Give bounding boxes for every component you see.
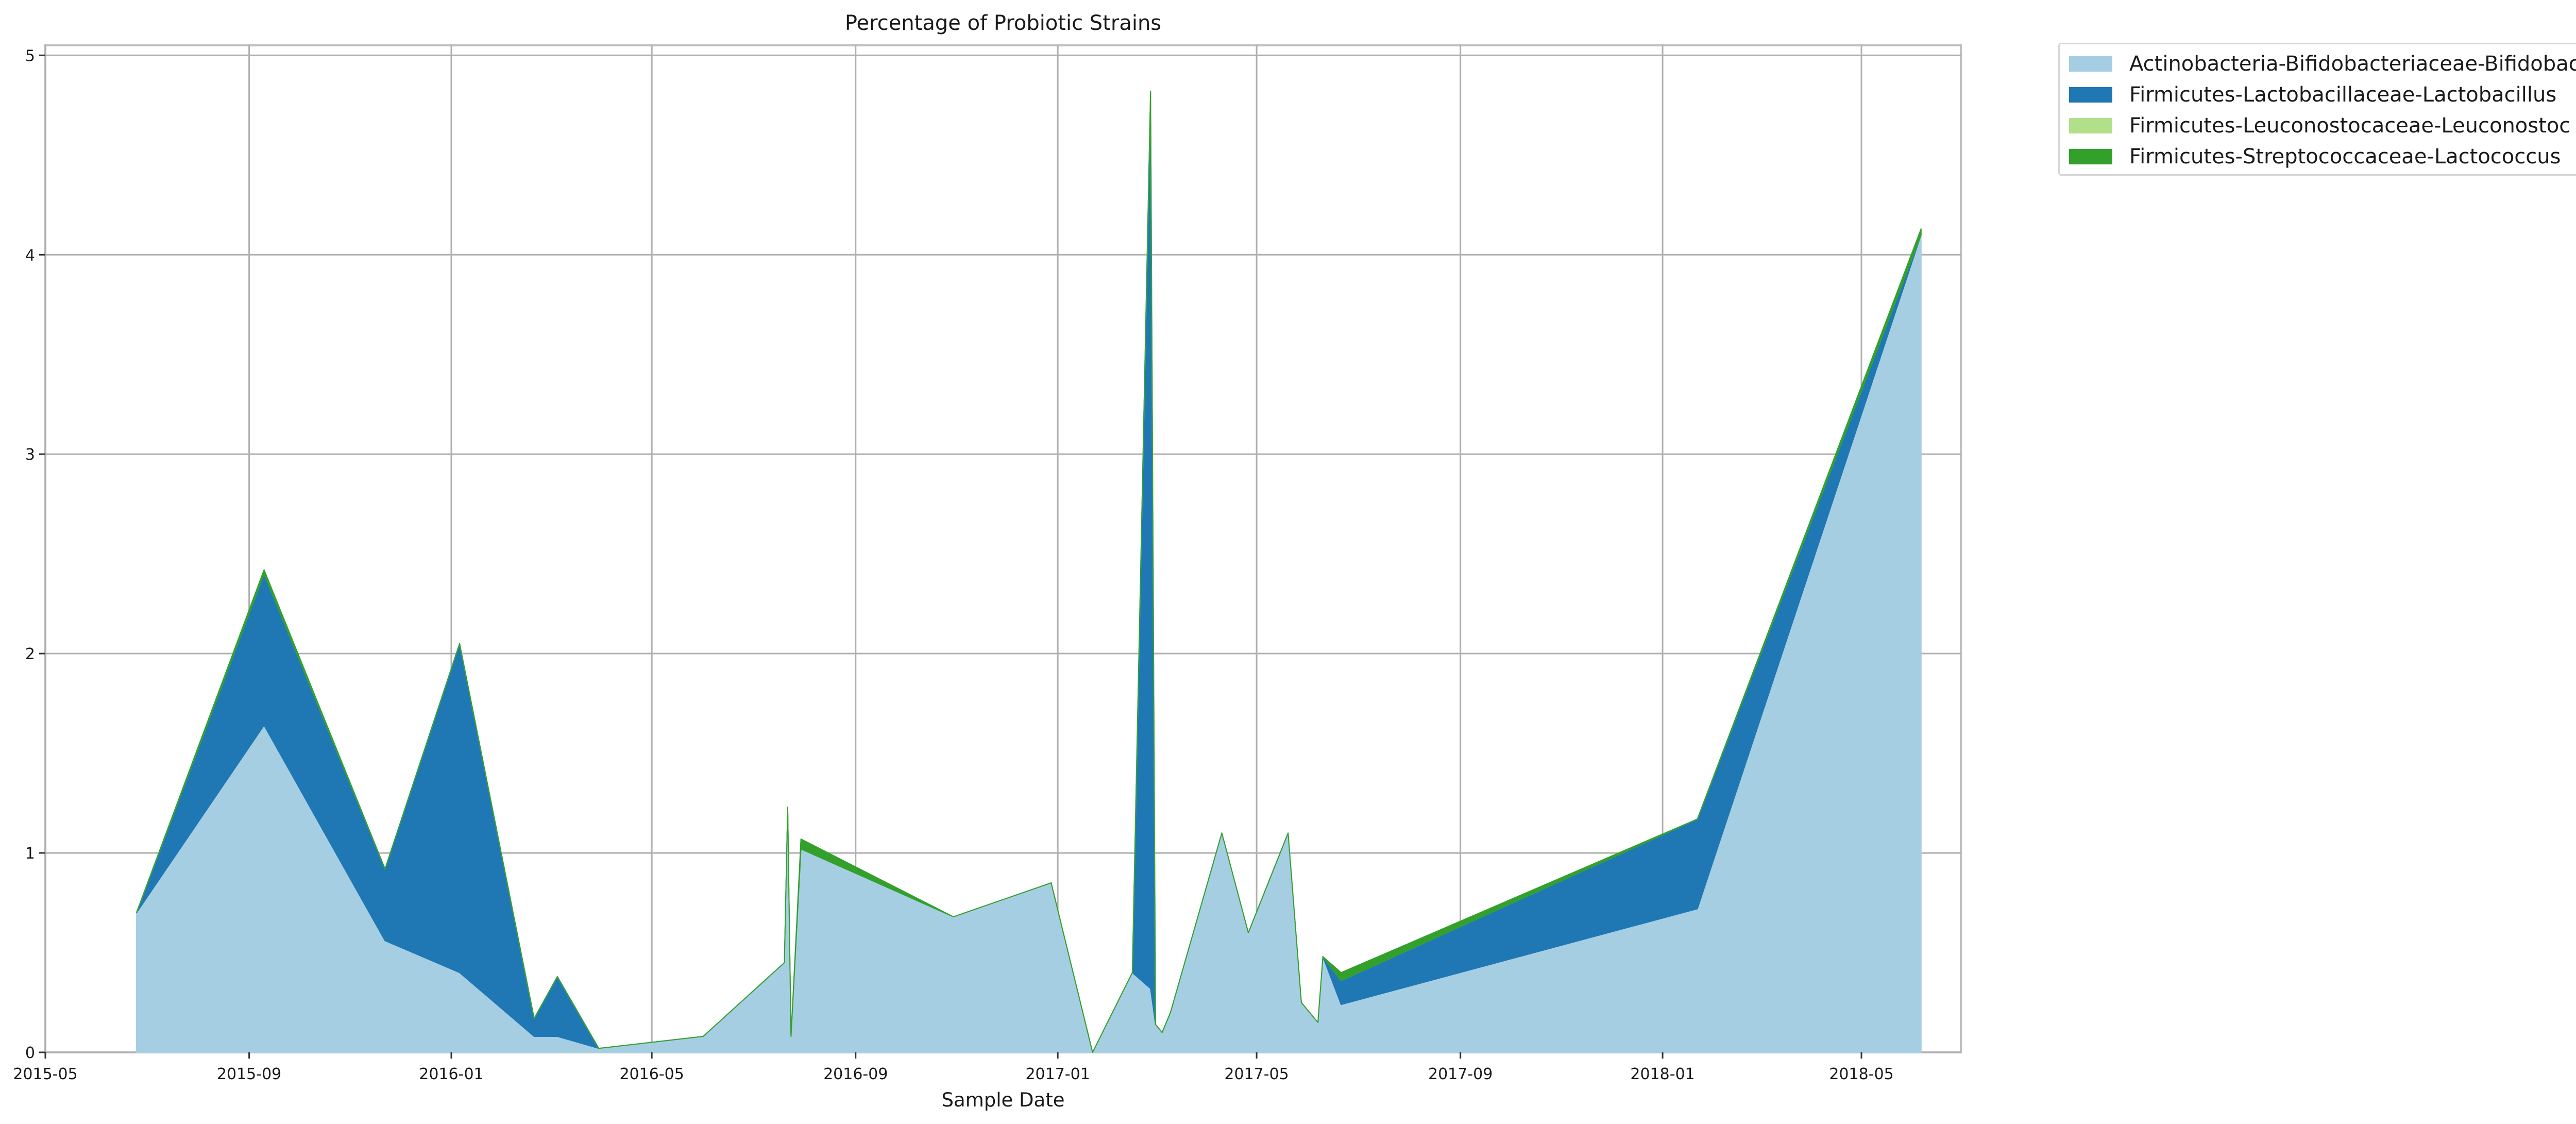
x-tick-label: 2016-05 <box>619 1065 684 1083</box>
y-tick-label: 2 <box>25 645 35 663</box>
legend-label: Firmicutes-Lactobacillaceae-Lactobacillu… <box>2129 83 2557 107</box>
y-tick-label: 1 <box>25 845 35 863</box>
legend-swatch <box>2069 87 2112 103</box>
legend-item: Firmicutes-Leuconostocaceae-Leuconostoc <box>2069 110 2570 141</box>
legend-item: Actinobacteria-Bifidobacteriaceae-Bifido… <box>2069 48 2576 79</box>
y-tick-label: 5 <box>25 47 35 65</box>
legend-swatch <box>2069 118 2112 133</box>
x-tick-label: 2015-09 <box>217 1065 281 1083</box>
x-tick-label: 2015-05 <box>13 1065 77 1083</box>
stacked-areas <box>135 90 1922 1053</box>
area-series-4 <box>135 90 1922 1053</box>
x-axis-label: Sample Date <box>942 1089 1065 1111</box>
legend-label: Actinobacteria-Bifidobacteriaceae-Bifido… <box>2129 52 2576 76</box>
legend: Actinobacteria-Bifidobacteriaceae-Bifido… <box>2058 43 2576 176</box>
y-tick-label: 0 <box>25 1044 35 1062</box>
axis-ticks: 2015-05 2015-09 2016-01 2016-05 2016-09 2017-… <box>13 47 1893 1083</box>
legend-swatch <box>2069 149 2112 164</box>
x-tick-label: 2018-05 <box>1829 1065 1893 1083</box>
x-tick-label: 2017-01 <box>1025 1065 1090 1083</box>
x-tick-label: 2016-09 <box>823 1065 888 1083</box>
x-tick-label: 2017-05 <box>1224 1065 1289 1083</box>
legend-swatch <box>2069 56 2112 72</box>
legend-label: Firmicutes-Leuconostocaceae-Leuconostoc <box>2129 114 2571 138</box>
x-tick-label: 2017-09 <box>1428 1065 1493 1083</box>
y-tick-label: 3 <box>25 446 35 464</box>
x-tick-label: 2016-01 <box>419 1065 483 1083</box>
legend-item: Firmicutes-Lactobacillaceae-Lactobacillu… <box>2069 79 2556 110</box>
y-tick-label: 4 <box>25 246 35 264</box>
chart-title: Percentage of Probiotic Strains <box>845 11 1161 35</box>
legend-item: Firmicutes-Streptococcaceae-Lactococcus <box>2069 141 2561 172</box>
legend-label: Firmicutes-Streptococcaceae-Lactococcus <box>2129 145 2561 169</box>
x-tick-label: 2018-01 <box>1630 1065 1694 1083</box>
